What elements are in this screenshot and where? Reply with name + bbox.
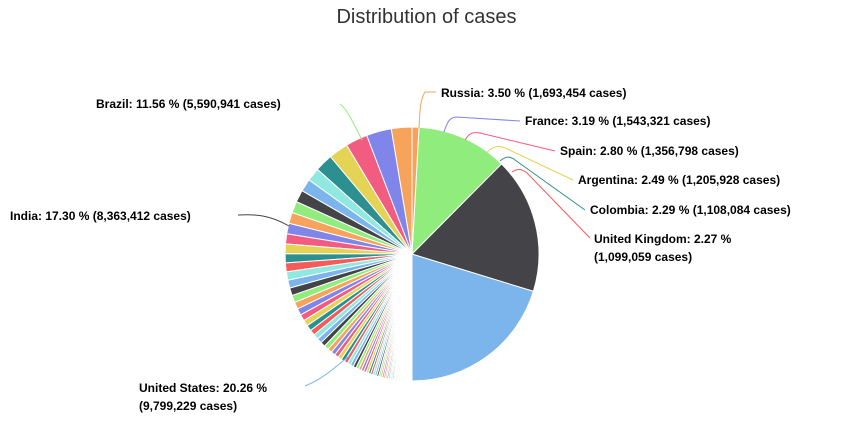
connector-russia (418, 91, 436, 129)
chart-title: Distribution of cases (336, 6, 517, 28)
data-label-spain: Spain: 2.80 % (1,356,798 cases) (560, 144, 739, 158)
data-label-france: France: 3.19 % (1,543,321 cases) (525, 114, 710, 128)
data-label-united-kingdom: United Kingdom: 2.27 % (594, 232, 732, 246)
data-label-extra-united-states: (9,799,229 cases) (139, 399, 237, 413)
pie-slices (284, 126, 540, 382)
slice-brazil[interactable] (411, 126, 503, 256)
data-label-brazil: Brazil: 11.56 % (5,590,941 cases) (96, 97, 281, 111)
slice-united-states[interactable] (411, 253, 535, 382)
connector-colombia (499, 156, 586, 211)
connector-argentina (486, 146, 574, 181)
connector-united-states (304, 355, 350, 387)
connector-spain (464, 132, 556, 152)
data-label-united-states: United States: 20.26 % (139, 381, 267, 395)
data-label-extra-united-kingdom: (1,099,059 cases) (594, 250, 692, 264)
data-label-india: India: 17.30 % (8,363,412 cases) (10, 209, 191, 223)
connector-france (443, 116, 521, 133)
data-label-russia: Russia: 3.50 % (1,693,454 cases) (441, 86, 626, 100)
connector-india (237, 214, 290, 227)
label-connectors (237, 91, 591, 387)
slice-india[interactable] (411, 163, 540, 292)
slice-labels: United States: 20.26 % (9,799,229 cases) I… (10, 86, 791, 413)
connector-united-kingdom (511, 169, 591, 239)
connector-brazil (339, 103, 363, 141)
data-label-argentina: Argentina: 2.49 % (1,205,928 cases) (578, 173, 780, 187)
data-label-colombia: Colombia: 2.29 % (1,108,084 cases) (590, 203, 791, 217)
